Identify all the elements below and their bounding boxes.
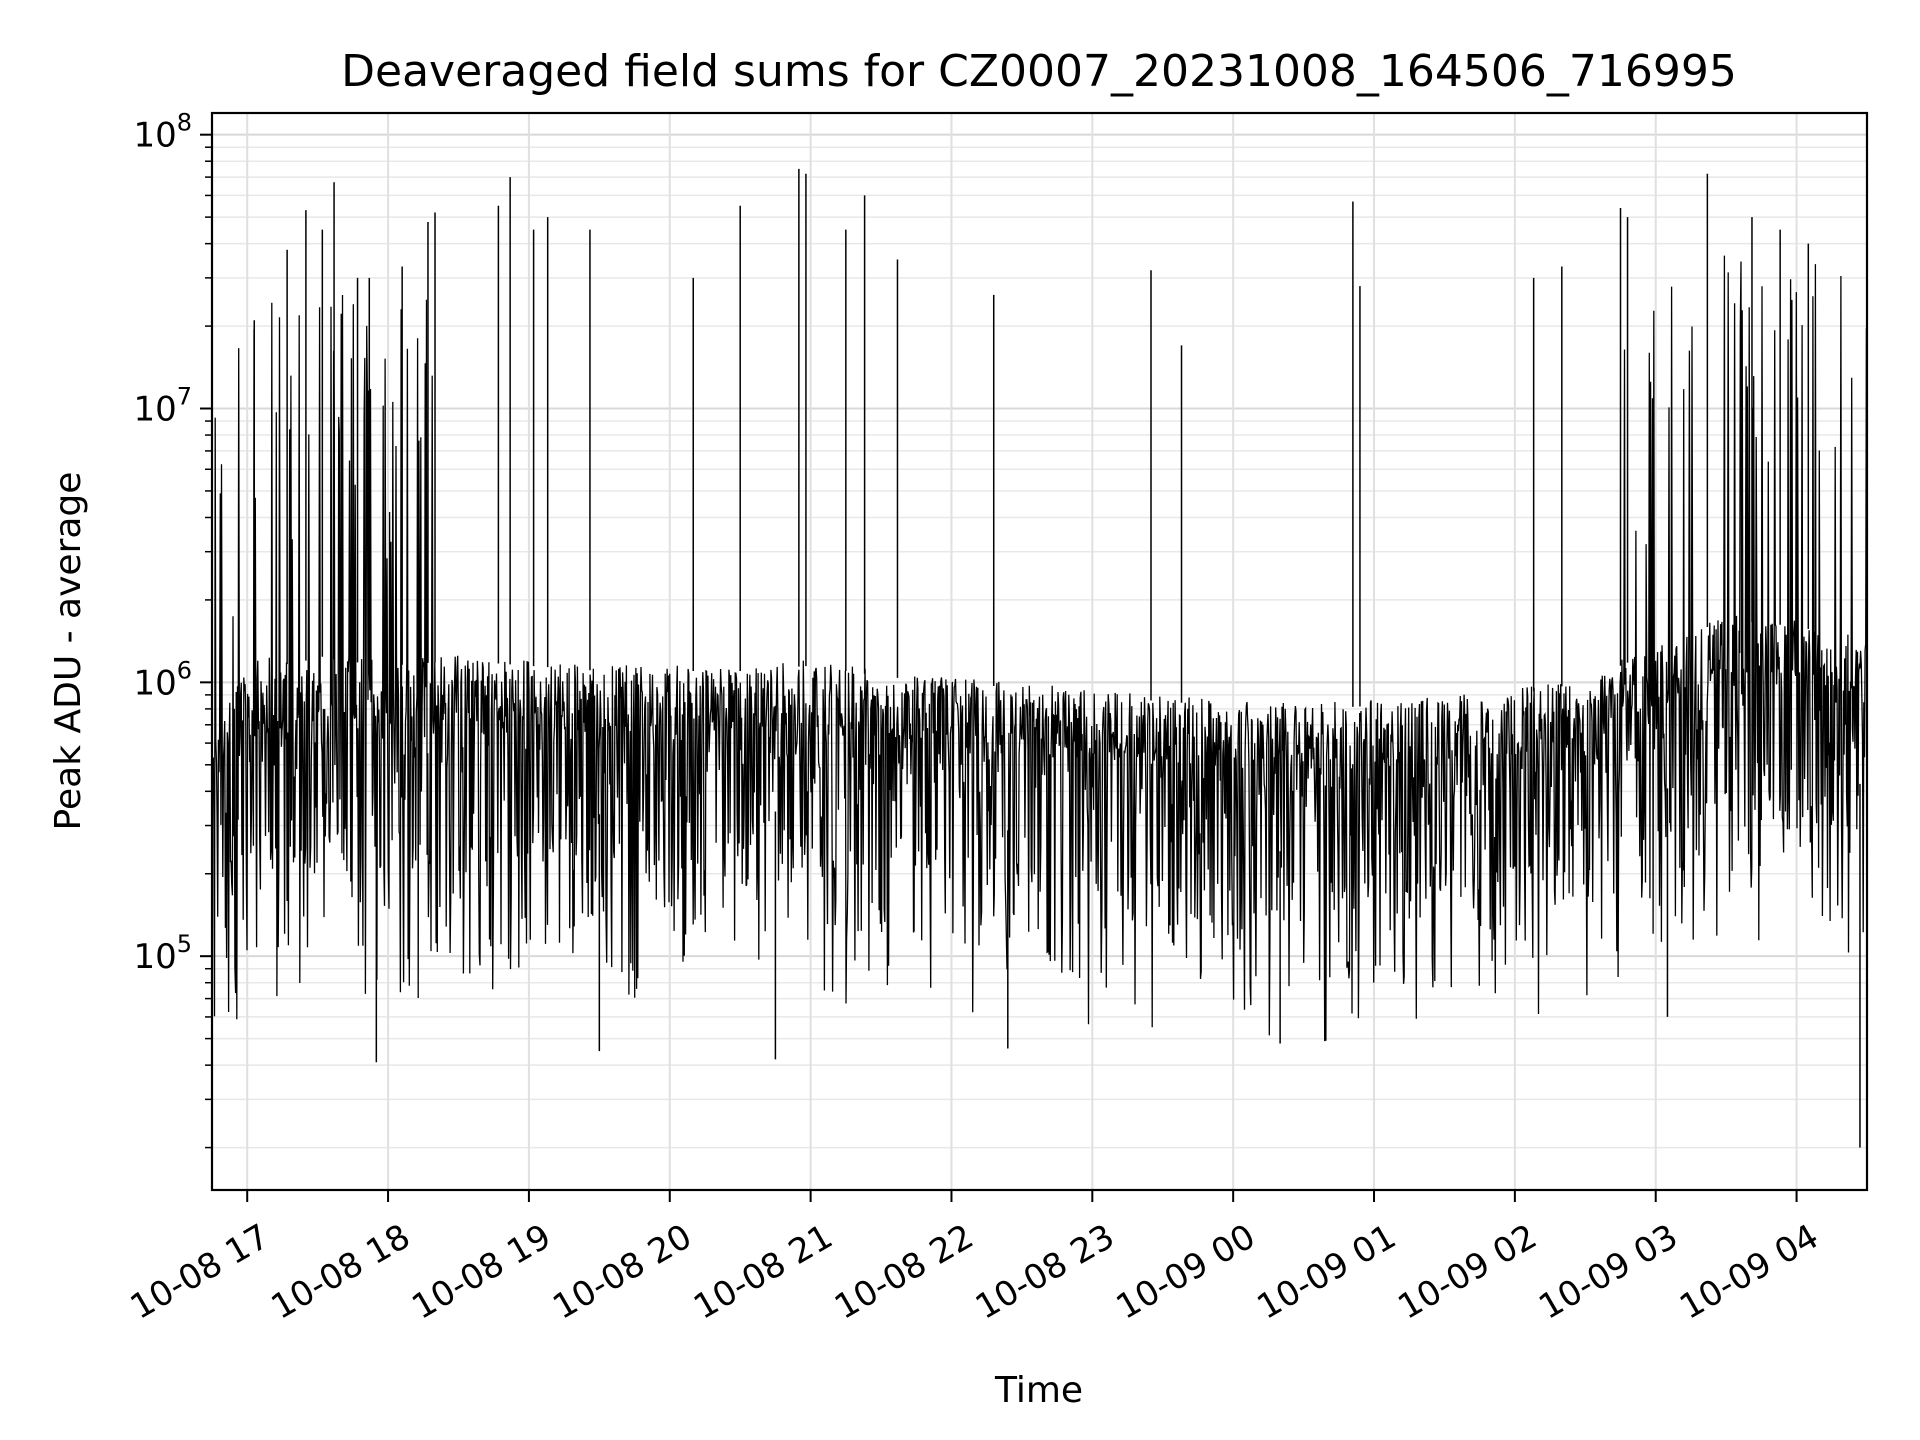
y-tick-label: 108 <box>133 109 192 156</box>
y-axis-label: Peak ADU - average <box>48 472 89 831</box>
y-tick-label: 107 <box>133 383 192 430</box>
y-tick-label: 106 <box>133 656 192 703</box>
series-group <box>211 168 1868 1148</box>
chart-title: Deaveraged field sums for CZ0007_2023100… <box>341 46 1737 97</box>
plot-frame <box>210 111 1869 1192</box>
series-line <box>211 255 1868 1042</box>
y-tick-label: 105 <box>133 930 192 977</box>
y-axis: 105 106 107 108 <box>133 109 212 1149</box>
x-axis-label: Time <box>994 1370 1083 1411</box>
